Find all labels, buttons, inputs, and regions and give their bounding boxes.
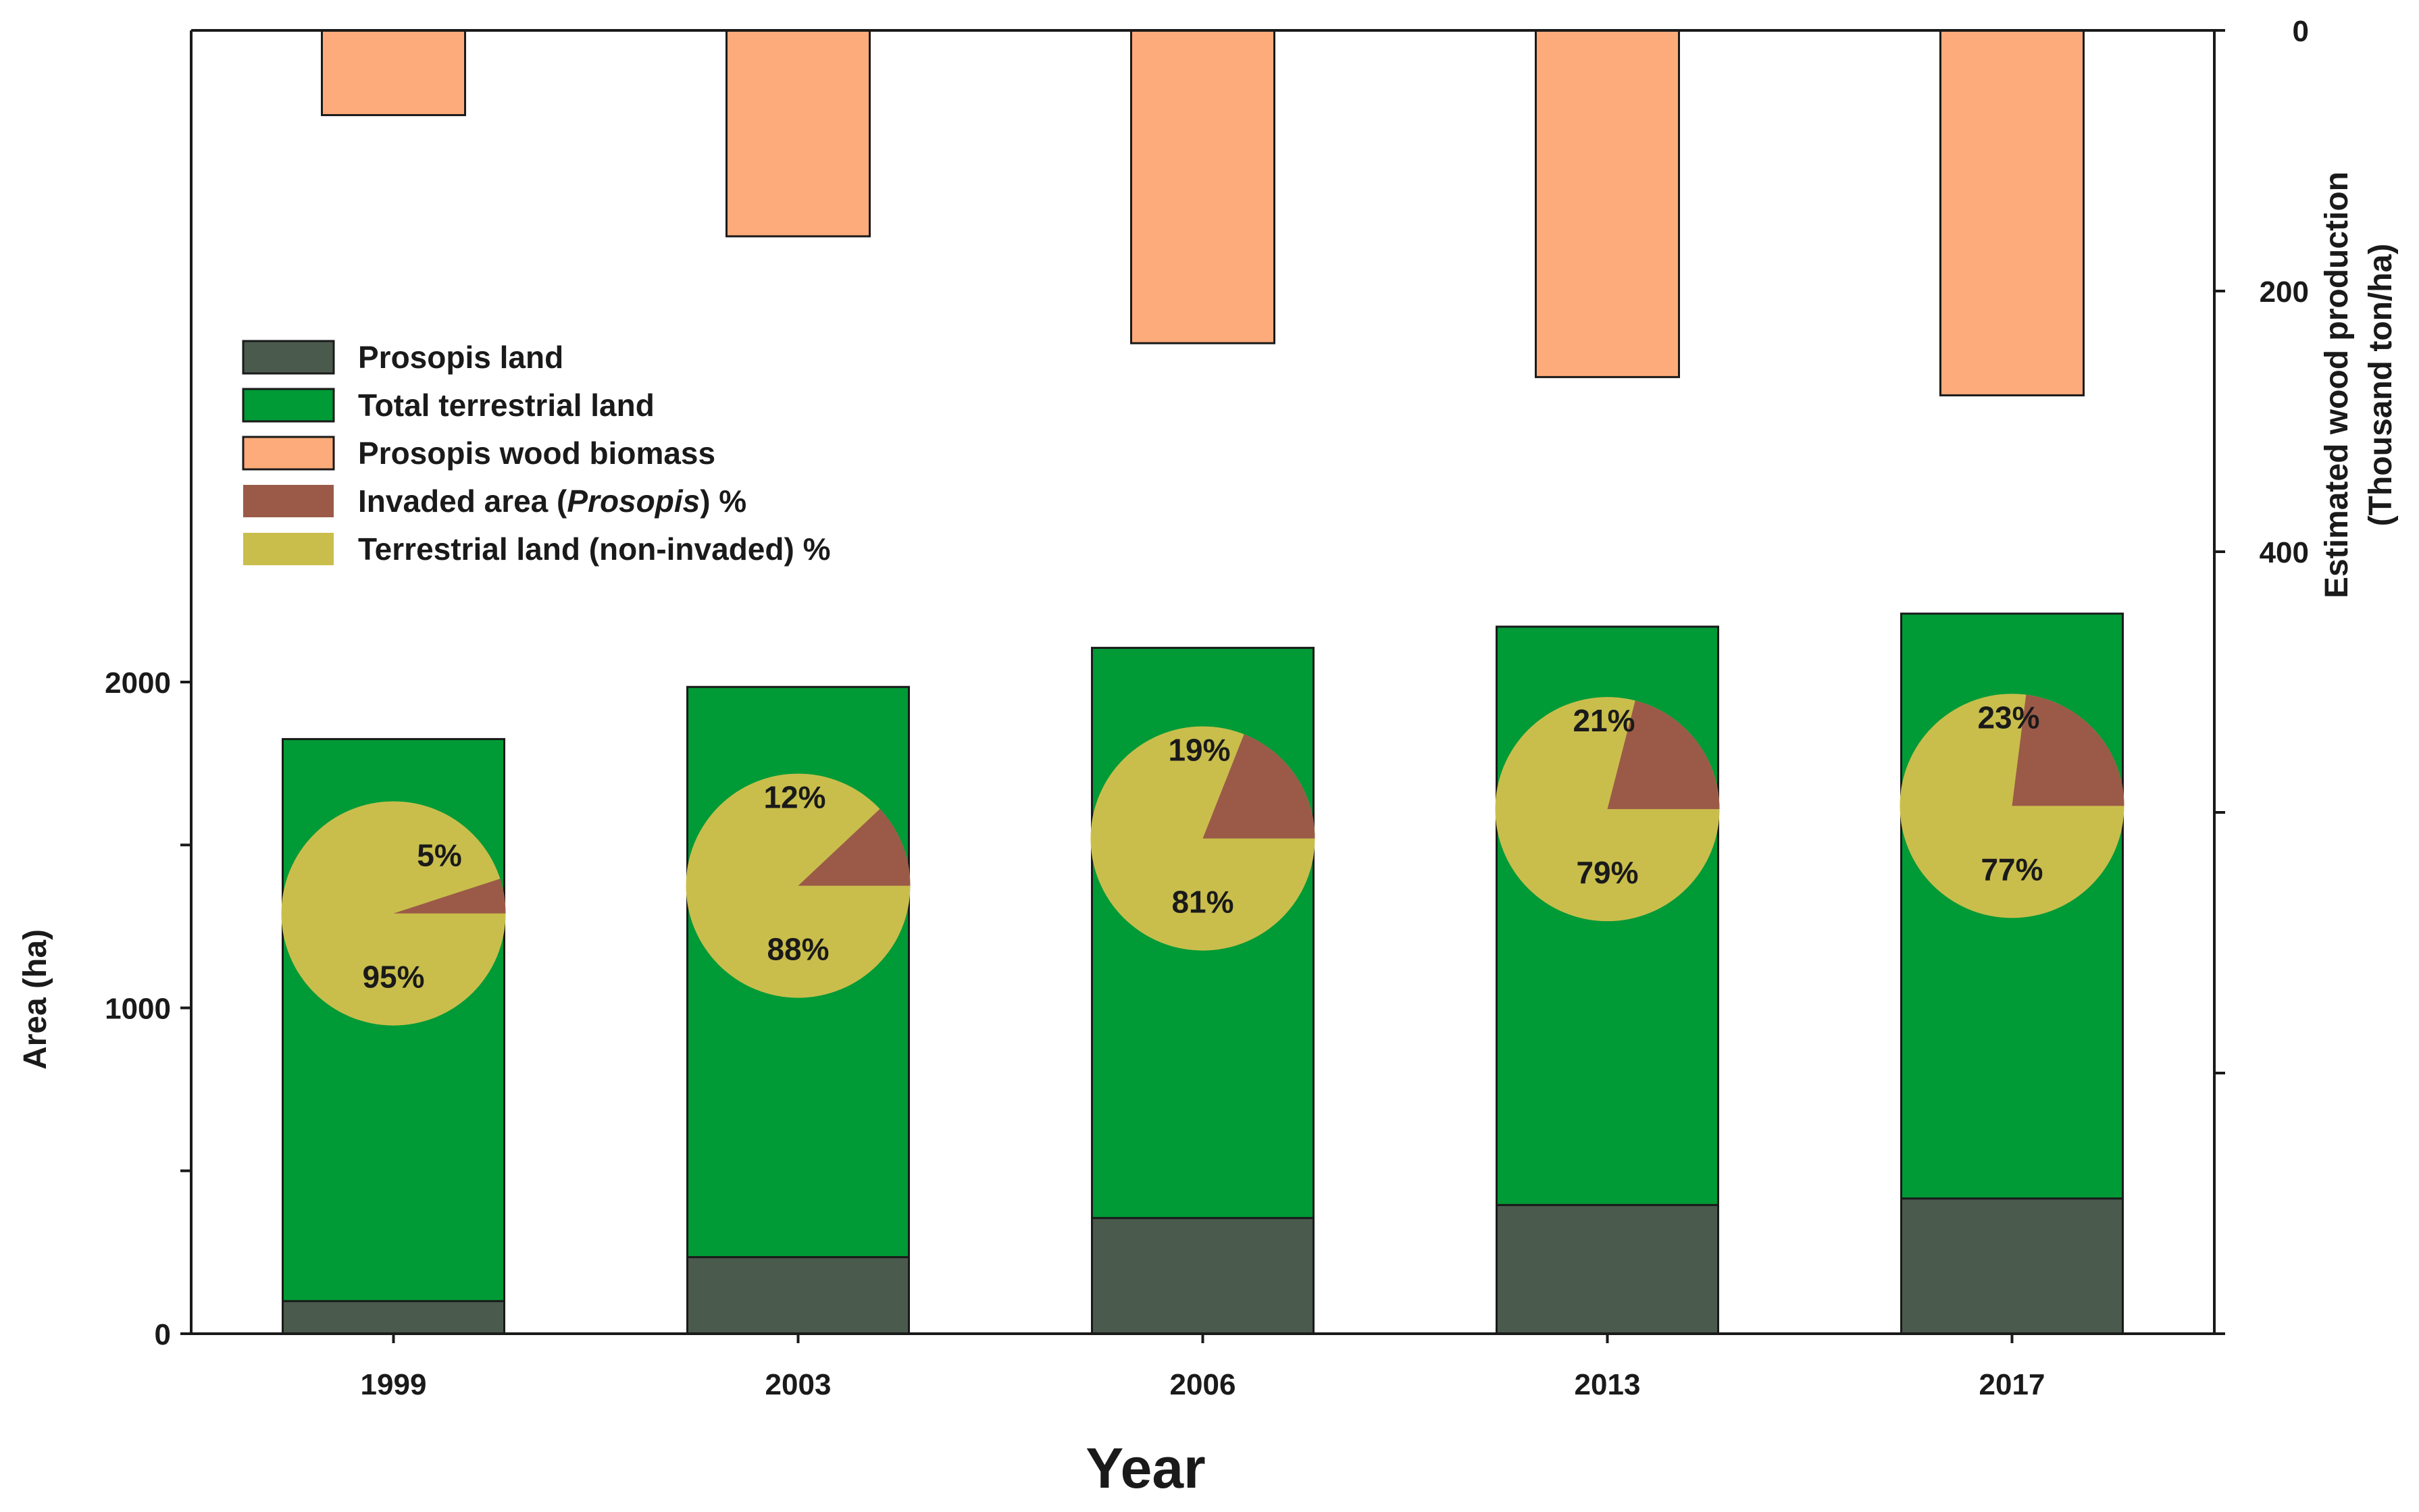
pie-label-invaded-2017: 23% xyxy=(1977,700,2039,735)
legend-label-0: Prosopis land xyxy=(358,340,563,375)
pie-slice-invaded-2003 xyxy=(798,808,911,886)
pie-charts: 5% 95% 12% 88% 19% 81% 21% 79% 23% 77% xyxy=(281,694,2124,1026)
prosopis-land-bar-1999 xyxy=(282,1300,505,1335)
pie-1999: 5% 95% xyxy=(281,801,506,1026)
y2-tick-label-400: 400 xyxy=(2260,536,2309,569)
y-tick-label-2000: 2000 xyxy=(105,667,171,700)
wood-biomass-bars xyxy=(321,29,2085,396)
prosopis-land-bar-2006 xyxy=(1091,1217,1315,1335)
pie-label-invaded-1999: 5% xyxy=(417,838,461,873)
y2-axis-title-line1: Estimated wood production xyxy=(2319,172,2355,598)
x-axis-title: Year xyxy=(1086,1436,1206,1500)
y-tick-label-1000: 1000 xyxy=(105,993,171,1026)
axes: 0 1000 2000 0 200 400 1999 2003 2006 2013 2017 xyxy=(105,15,2309,1401)
wood-biomass-bar-1999 xyxy=(321,29,466,116)
y2-tick-label-200: 200 xyxy=(2260,276,2309,309)
x-tick-label-1999: 1999 xyxy=(361,1368,427,1401)
x-tick-label-2017: 2017 xyxy=(1979,1368,2045,1401)
y2-tick-label-0: 0 xyxy=(2293,15,2309,48)
y-axis-title: Area (ha) xyxy=(18,929,53,1070)
x-tick-label-2013: 2013 xyxy=(1575,1368,1641,1401)
pie-slice-invaded-1999 xyxy=(393,879,506,914)
prosopis-land-bar-2013 xyxy=(1496,1203,1719,1335)
pie-2017: 23% 77% xyxy=(1900,694,2124,918)
pie-2013: 21% 79% xyxy=(1495,697,1720,922)
y2-axis-title-line2: (Thousand ton/ha) xyxy=(2363,244,2399,527)
legend: Prosopis land Total terrestrial land Proso… xyxy=(242,340,830,567)
pie-label-non-invaded-2017: 77% xyxy=(1981,852,2043,887)
pie-label-non-invaded-2006: 81% xyxy=(1171,885,1233,920)
legend-label-1: Total terrestrial land xyxy=(358,388,655,423)
x-tick-label-2003: 2003 xyxy=(765,1368,832,1401)
y-tick-label-0: 0 xyxy=(155,1318,171,1351)
prosopis-land-bar-2017 xyxy=(1900,1197,2124,1335)
x-tick-label-2006: 2006 xyxy=(1170,1368,1236,1401)
legend-label-3: Invaded area (Prosopis) % xyxy=(358,484,746,519)
pie-2003: 12% 88% xyxy=(686,773,911,998)
prosopis-land-bar-2003 xyxy=(686,1256,910,1335)
pie-label-non-invaded-2013: 79% xyxy=(1576,855,1638,890)
pie-label-non-invaded-2003: 88% xyxy=(767,932,829,967)
legend-label-4: Terrestrial land (non-invaded) % xyxy=(358,531,830,567)
wood-biomass-bar-2003 xyxy=(725,29,871,238)
pie-2006: 19% 81% xyxy=(1090,726,1315,951)
pie-label-invaded-2003: 12% xyxy=(763,780,825,815)
wood-biomass-bar-2017 xyxy=(1939,29,2085,396)
legend-label-2: Prosopis wood biomass xyxy=(358,436,715,471)
pie-label-non-invaded-1999: 95% xyxy=(362,960,424,995)
wood-biomass-bar-2013 xyxy=(1535,29,1680,378)
legend-swatch-3 xyxy=(243,485,334,517)
pie-label-invaded-2013: 21% xyxy=(1573,703,1635,738)
prosopis-land-bars xyxy=(282,1197,2124,1335)
legend-swatch-1 xyxy=(242,388,335,423)
legend-swatch-0 xyxy=(242,340,335,375)
pie-slice-invaded-2017 xyxy=(2012,694,2124,806)
wood-biomass-bar-2006 xyxy=(1130,29,1275,344)
pie-slice-invaded-2006 xyxy=(1202,734,1315,839)
legend-swatch-4 xyxy=(243,533,334,565)
pie-slice-invaded-2013 xyxy=(1607,700,1720,810)
pie-label-invaded-2006: 19% xyxy=(1168,733,1230,768)
legend-swatch-2 xyxy=(242,436,335,471)
